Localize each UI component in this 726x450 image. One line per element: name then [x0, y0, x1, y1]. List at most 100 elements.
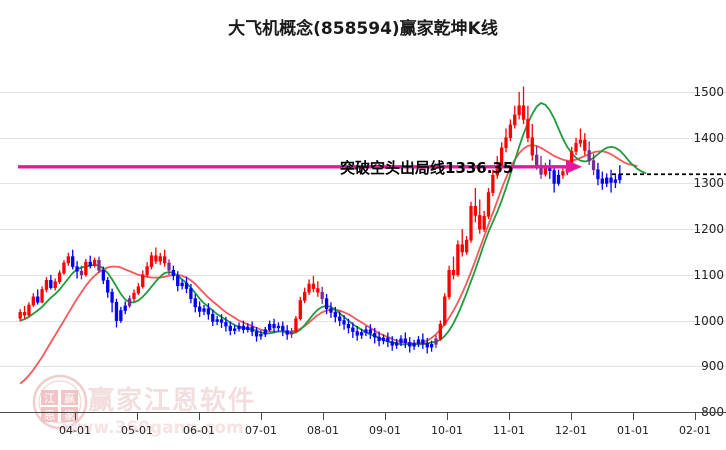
candlestick[interactable] — [84, 258, 88, 277]
candlestick[interactable] — [460, 229, 464, 257]
candlestick[interactable] — [513, 105, 517, 129]
candlestick[interactable] — [408, 337, 412, 353]
candlestick[interactable] — [342, 315, 346, 330]
candlestick[interactable] — [403, 332, 408, 348]
candlestick[interactable] — [469, 201, 473, 243]
candlestick[interactable] — [359, 328, 364, 339]
candlestick[interactable] — [162, 249, 167, 267]
candlestick[interactable] — [517, 92, 521, 120]
candlestick[interactable] — [434, 335, 438, 348]
candlestick[interactable] — [285, 325, 289, 340]
candlestick[interactable] — [154, 247, 158, 264]
candlestick[interactable] — [88, 255, 92, 269]
candlestick[interactable] — [329, 302, 333, 318]
candlestick[interactable] — [101, 266, 106, 284]
candlestick[interactable] — [552, 165, 556, 193]
candlestick[interactable] — [373, 327, 377, 344]
candlestick[interactable] — [180, 279, 184, 290]
candlestick[interactable] — [149, 252, 154, 270]
candlestick[interactable] — [92, 257, 97, 268]
candlestick[interactable] — [491, 169, 495, 197]
candlestick[interactable] — [574, 137, 578, 156]
candlestick[interactable] — [416, 336, 421, 348]
candlestick[interactable] — [324, 294, 329, 315]
candlestick[interactable] — [443, 293, 447, 327]
candlestick[interactable] — [548, 159, 552, 179]
candlestick[interactable] — [31, 293, 35, 307]
candlestick[interactable] — [346, 318, 351, 334]
candlestick[interactable] — [486, 188, 491, 220]
candlestick[interactable] — [127, 295, 132, 308]
candlestick[interactable] — [75, 261, 79, 279]
candlestick[interactable] — [49, 274, 53, 290]
candlestick[interactable] — [211, 309, 215, 327]
candlestick[interactable] — [250, 321, 254, 337]
candlestick[interactable] — [224, 316, 228, 332]
candlestick[interactable] — [464, 236, 469, 255]
candlestick[interactable] — [605, 173, 609, 188]
candlestick[interactable] — [451, 256, 456, 280]
candlestick[interactable] — [176, 271, 180, 292]
candlestick[interactable] — [609, 169, 613, 193]
candlestick[interactable] — [421, 333, 425, 349]
candlestick[interactable] — [482, 210, 486, 232]
candlestick[interactable] — [447, 265, 451, 300]
candlestick[interactable] — [232, 325, 237, 335]
candlestick[interactable] — [473, 188, 478, 223]
candlestick[interactable] — [596, 162, 600, 186]
candlestick[interactable] — [123, 301, 127, 315]
candlestick[interactable] — [263, 326, 267, 338]
candlestick[interactable] — [237, 322, 241, 332]
candlestick[interactable] — [97, 256, 101, 274]
candlestick[interactable] — [583, 133, 587, 156]
candlestick[interactable] — [228, 321, 232, 336]
candlestick[interactable] — [311, 275, 316, 293]
candlestick[interactable] — [22, 305, 27, 319]
candlestick[interactable] — [294, 316, 298, 334]
candlestick[interactable] — [53, 278, 57, 291]
candlestick[interactable] — [202, 305, 206, 316]
candlestick[interactable] — [578, 128, 583, 147]
candlestick[interactable] — [504, 128, 508, 153]
candlestick[interactable] — [478, 199, 482, 234]
candlestick[interactable] — [289, 327, 294, 338]
candlestick[interactable] — [412, 339, 416, 350]
candlestick[interactable] — [281, 321, 285, 337]
candlestick[interactable] — [364, 326, 368, 337]
candlestick[interactable] — [110, 288, 114, 313]
candlestick[interactable] — [600, 171, 604, 190]
candlestick[interactable] — [215, 316, 219, 326]
candlestick[interactable] — [158, 252, 162, 265]
candlestick[interactable] — [71, 249, 75, 270]
candlestick[interactable] — [189, 284, 193, 304]
candlestick[interactable] — [132, 289, 136, 302]
candlestick[interactable] — [456, 240, 460, 277]
candlestick[interactable] — [197, 301, 202, 317]
candlestick[interactable] — [106, 277, 110, 298]
candlestick[interactable] — [333, 306, 337, 323]
candlestick[interactable] — [320, 286, 324, 305]
candlestick[interactable] — [355, 326, 359, 341]
candlestick[interactable] — [44, 277, 49, 293]
candlestick[interactable] — [219, 314, 224, 328]
candlestick[interactable] — [390, 336, 394, 351]
candlestick[interactable] — [587, 141, 591, 166]
candlestick[interactable] — [526, 105, 530, 143]
candlestick[interactable] — [425, 337, 429, 354]
candlestick[interactable] — [613, 175, 618, 188]
candlestick[interactable] — [272, 318, 276, 333]
candlestick[interactable] — [62, 260, 66, 275]
candlestick[interactable] — [18, 309, 22, 322]
candlestick[interactable] — [27, 302, 31, 317]
candlestick[interactable] — [521, 86, 526, 124]
candlestick[interactable] — [591, 153, 596, 176]
candlestick[interactable] — [556, 169, 561, 186]
candlestick[interactable] — [141, 270, 145, 289]
candlestick[interactable] — [206, 303, 211, 320]
candlestick[interactable] — [268, 320, 272, 332]
candlestick[interactable] — [136, 283, 141, 295]
candlestick[interactable] — [386, 332, 390, 348]
candlestick[interactable] — [276, 322, 281, 332]
candlestick[interactable] — [316, 281, 320, 297]
